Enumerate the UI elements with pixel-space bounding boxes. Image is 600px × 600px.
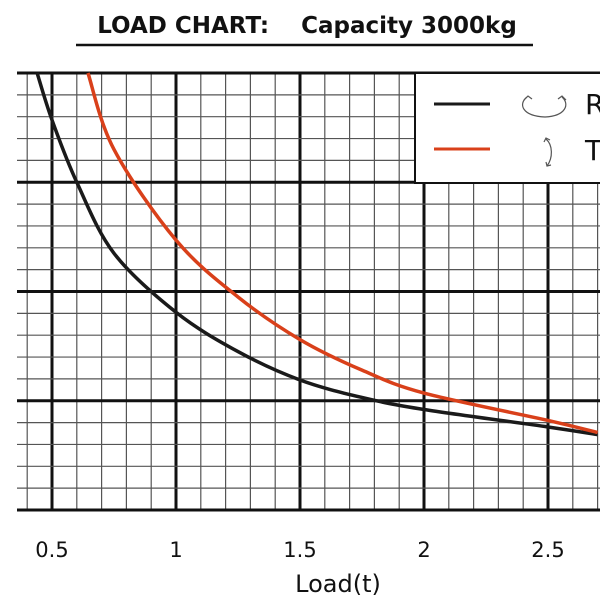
legend-label-r: R	[585, 88, 600, 121]
series-line-t	[86, 72, 599, 435]
tilt-arrow-icon	[543, 137, 552, 167]
x-tick-labels: 0.5 1 1.5 2 2.5	[35, 538, 564, 562]
curves	[35, 72, 599, 437]
series-line-r	[35, 72, 598, 437]
legend-box	[414, 72, 600, 184]
legend-label-t: T	[584, 134, 600, 167]
x-tick-label: 1	[169, 538, 182, 562]
x-tick-label: 2.5	[531, 538, 564, 562]
x-tick-label: 1.5	[283, 538, 316, 562]
legend: R T	[414, 72, 600, 184]
x-tick-label: 0.5	[35, 538, 68, 562]
x-tick-label: 2	[417, 538, 430, 562]
chart-title: LOAD CHART: Capacity 3000kg	[97, 13, 517, 39]
x-axis-label: Load(t)	[295, 570, 381, 598]
rotation-arrows-icon	[522, 95, 567, 118]
